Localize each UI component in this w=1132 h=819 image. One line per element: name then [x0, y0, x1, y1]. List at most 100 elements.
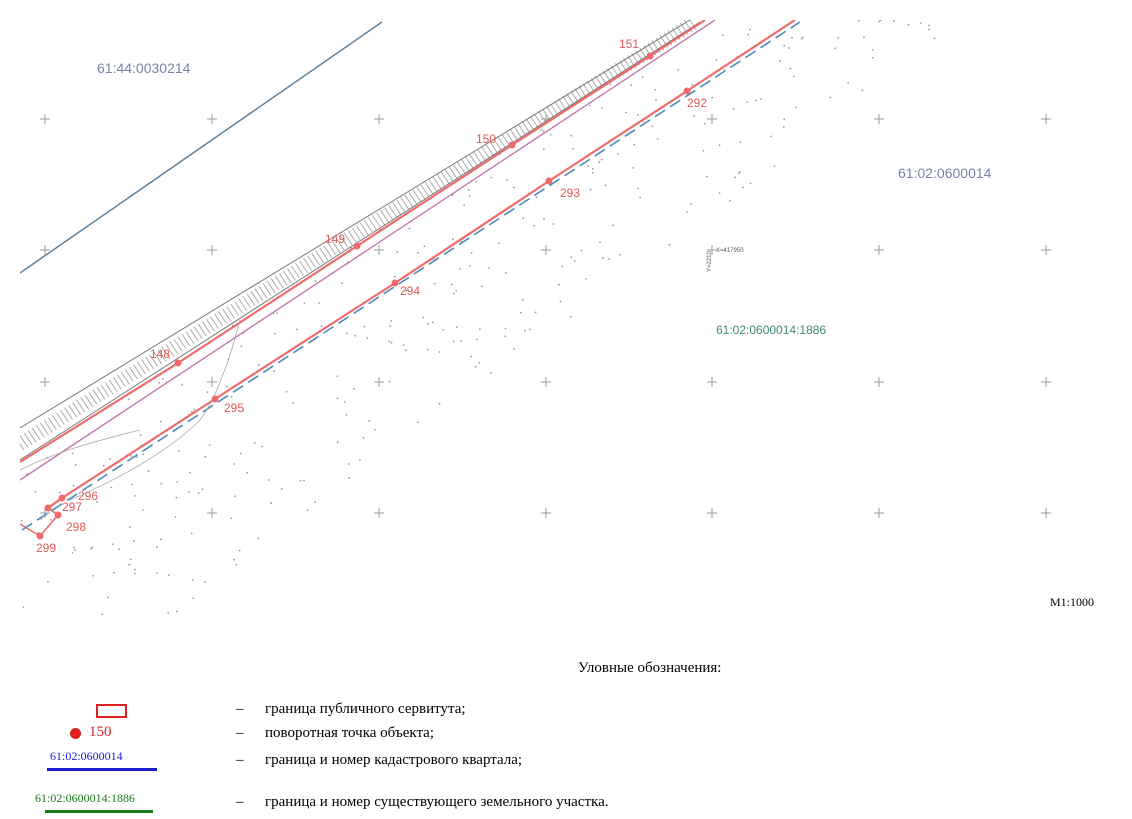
terrain-dot	[230, 517, 233, 520]
turning-point-marker	[646, 52, 654, 60]
legend-text: граница и номер существующего земельного…	[265, 794, 609, 810]
hatch-mark	[157, 349, 167, 362]
servitude-line-upper	[20, 20, 706, 463]
terrain-dot	[362, 436, 365, 439]
legend-title: Уловные обозначения:	[578, 660, 722, 676]
hatch-mark	[408, 192, 418, 205]
hatch-mark	[181, 333, 191, 347]
hatch-mark	[493, 138, 503, 152]
terrain-dot	[188, 491, 190, 493]
terrain-dot	[558, 283, 560, 286]
hatch-mark	[27, 430, 37, 443]
terrain-dot	[451, 194, 454, 197]
terrain-dot	[521, 298, 524, 301]
terrain-dot	[442, 329, 445, 331]
terrain-dot	[101, 613, 104, 616]
terrain-dot	[204, 581, 206, 584]
terrain-dot	[528, 328, 531, 331]
terrain-dot	[715, 59, 718, 61]
hatch-mark	[23, 432, 33, 446]
terrain-dot	[609, 83, 612, 86]
hatch-mark	[120, 371, 130, 385]
terrain-dot	[617, 153, 619, 155]
terrain-dot	[74, 464, 77, 466]
hatch-mark	[206, 318, 215, 332]
terrain-dot	[208, 444, 211, 446]
terrain-dot	[192, 579, 194, 581]
terrain-dot	[498, 242, 500, 245]
terrain-dot	[112, 543, 114, 546]
terrain-dot	[878, 20, 881, 23]
terrain-dot	[368, 419, 371, 422]
terrain-dot	[159, 420, 162, 423]
terrain-dot	[729, 199, 731, 202]
terrain-dot	[591, 167, 594, 170]
terrain-dot	[345, 332, 348, 335]
hatch-mark	[477, 149, 487, 162]
terrain-dot	[176, 481, 179, 483]
terrain-dot	[559, 300, 562, 303]
point-symbol-label: 150	[89, 724, 112, 740]
terrain-dot	[783, 44, 786, 47]
hatch-mark	[145, 356, 154, 370]
legend-text: граница и номер кадастрового квартала;	[265, 752, 523, 768]
hatch-mark	[444, 169, 454, 182]
terrain-dot	[773, 165, 776, 167]
hatch-mark	[84, 394, 94, 408]
terrain-dot	[276, 312, 279, 314]
terrain-dot	[197, 492, 200, 495]
terrain-dot	[458, 267, 461, 270]
terrain-dot	[92, 574, 95, 577]
terrain-dot	[235, 563, 238, 566]
terrain-dot	[778, 60, 781, 63]
terrain-dot	[242, 409, 244, 412]
coord-label-x: X=417950	[716, 248, 744, 254]
hatch-mark	[436, 174, 446, 187]
terrain-dot	[589, 104, 591, 107]
hatch-mark	[230, 303, 240, 317]
hatch-mark	[453, 164, 462, 177]
terrain-dot	[20, 519, 23, 522]
terrain-dot	[336, 397, 339, 400]
terrain-dot	[602, 256, 604, 259]
hatch-mark	[266, 280, 276, 294]
hatch-mark	[246, 293, 256, 306]
hatch-mark	[299, 260, 308, 274]
terrain-dot	[47, 581, 49, 583]
hatch-mark	[461, 159, 470, 172]
terrain-dot	[388, 380, 391, 383]
legend-text: поворотная точка объекта;	[265, 725, 435, 741]
hatch-mark	[323, 245, 333, 258]
terrain-dot	[177, 450, 180, 452]
turning-point-label: 148	[150, 347, 170, 361]
parcel-label: 61:02:0600014:1886	[716, 323, 826, 337]
hatch-mark	[214, 313, 223, 327]
terrain-dot	[134, 495, 137, 497]
hatch-mark	[108, 379, 118, 393]
terrain-dot	[703, 122, 706, 125]
hatch-mark	[258, 285, 268, 299]
hatch-mark	[177, 336, 187, 349]
terrain-dot	[871, 56, 874, 59]
hatch-mark	[368, 217, 377, 230]
terrain-dot	[314, 280, 317, 282]
terrain-dot	[336, 441, 339, 444]
terrain-dot	[625, 111, 627, 114]
terrain-dot	[481, 285, 483, 288]
turning-point-label: 295	[224, 401, 244, 415]
terrain-dot	[270, 502, 273, 505]
terrain-dot	[280, 487, 283, 490]
terrain-dot	[893, 20, 895, 22]
terrain-dot	[656, 138, 659, 140]
hatch-mark	[428, 179, 438, 192]
hatch-mark	[52, 414, 61, 428]
hatch-mark	[485, 144, 495, 157]
hatch-mark	[497, 136, 507, 149]
terrain-dot	[167, 574, 170, 577]
terrain-dot	[677, 69, 680, 71]
terrain-dot	[572, 147, 574, 150]
hatch-mark	[388, 204, 397, 218]
terrain-dot	[285, 390, 288, 393]
terrain-dot	[374, 428, 376, 431]
